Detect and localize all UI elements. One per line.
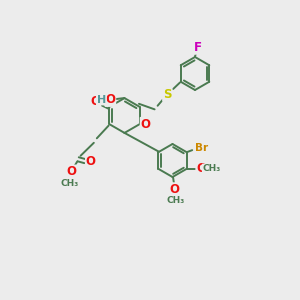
- Text: CH₃: CH₃: [167, 196, 184, 206]
- Text: O: O: [90, 95, 100, 108]
- Text: CH₃: CH₃: [60, 179, 78, 188]
- Text: S: S: [163, 88, 172, 101]
- Text: O: O: [169, 183, 179, 196]
- Text: O: O: [196, 162, 206, 175]
- Text: H: H: [97, 94, 106, 105]
- Text: Br: Br: [195, 143, 208, 153]
- Text: O: O: [141, 118, 151, 131]
- Text: CH₃: CH₃: [202, 164, 221, 173]
- Text: O: O: [67, 165, 76, 178]
- Text: O: O: [86, 155, 96, 168]
- Text: O: O: [105, 93, 116, 106]
- Text: F: F: [194, 41, 202, 54]
